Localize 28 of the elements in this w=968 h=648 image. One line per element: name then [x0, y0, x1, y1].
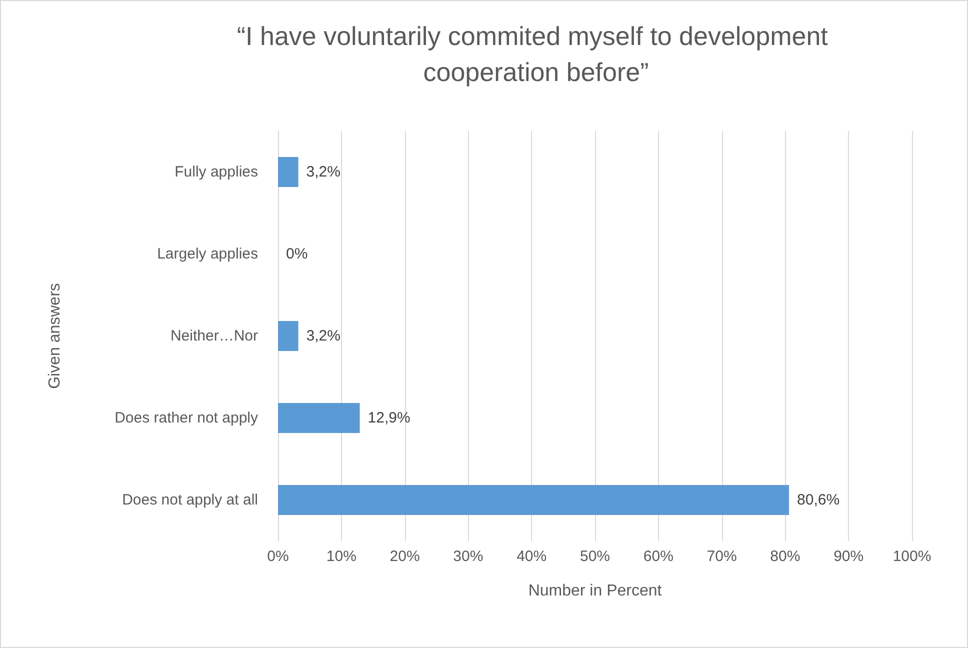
- data-label: 0%: [286, 246, 308, 262]
- x-tick-label: 60%: [643, 548, 674, 565]
- x-axis-title: Number in Percent: [528, 582, 662, 600]
- x-tick-label: 0%: [267, 548, 289, 565]
- x-tick-label: 30%: [453, 548, 484, 565]
- data-label: 3,2%: [306, 164, 340, 180]
- data-label: 3,2%: [306, 328, 340, 344]
- bar: [278, 485, 790, 515]
- y-axis-title: Given answers: [46, 283, 64, 389]
- x-tick-label: 20%: [390, 548, 420, 565]
- bar: [278, 321, 298, 351]
- x-tick-label: 40%: [516, 548, 547, 565]
- y-tick-label: Fully applies: [174, 164, 258, 180]
- chart-title: “I have voluntarily commited myself to development cooperation before”: [236, 21, 836, 87]
- x-tick-label: 100%: [892, 548, 932, 565]
- x-tick-label: 70%: [706, 548, 737, 565]
- x-tick-label: 80%: [770, 548, 800, 565]
- x-tick-label: 90%: [834, 548, 864, 565]
- bar: [278, 403, 360, 433]
- x-tick-label: 50%: [580, 548, 610, 565]
- y-tick-label: Does not apply at all: [122, 492, 258, 508]
- y-tick-label: Neither…Nor: [170, 328, 258, 344]
- bar: [278, 157, 298, 187]
- data-label: 12,9%: [368, 410, 410, 426]
- y-tick-label: Does rather not apply: [114, 410, 258, 426]
- data-label: 80,6%: [797, 492, 840, 508]
- x-tick-label: 10%: [326, 548, 356, 565]
- y-tick-label: Largely applies: [157, 246, 258, 262]
